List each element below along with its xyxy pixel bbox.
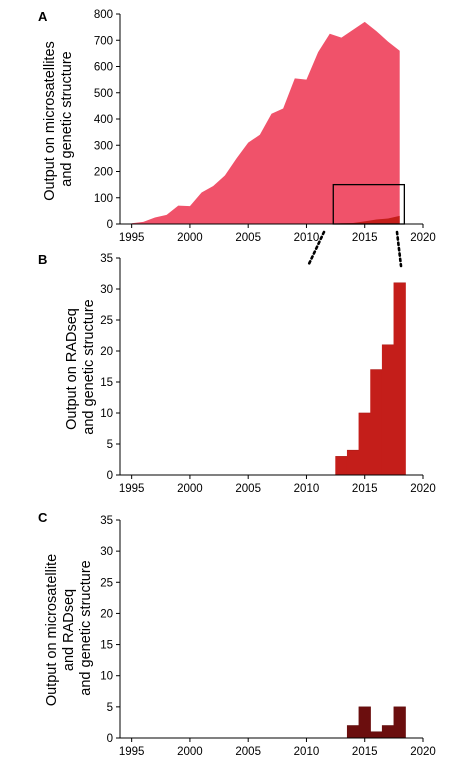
panel-a-plot: 0 100 200 300 400 500 600 700 800 1995 2000 2005 201… — [94, 9, 436, 244]
y-tick-label: 600 — [94, 62, 113, 74]
bar — [381, 344, 395, 476]
x-tick-label: 2010 — [294, 746, 320, 758]
panel-b-plot: 0 5 10 15 20 25 30 35 1995 2000 2005 2010 2015 2020 — [100, 253, 436, 495]
panel-letter-b: B — [38, 252, 47, 267]
panel-c-plot: 0 5 10 15 20 25 30 35 1995 2000 2005 2010 2015 2020 — [100, 515, 436, 758]
panel-c-ylabel-line-3: and genetic structure — [78, 560, 94, 695]
x-tick-label: 2015 — [352, 746, 378, 758]
x-tick-label: 2000 — [177, 483, 203, 495]
panel-a-ylabel-line-2: and genetic structure — [59, 51, 75, 186]
y-tick-label: 400 — [94, 114, 113, 126]
panel-c-ylabel-line-2: and RADseq — [61, 589, 77, 671]
panel-letter-c: C — [38, 510, 48, 525]
y-tick-label: 5 — [107, 439, 113, 451]
x-tick-label: 2000 — [177, 746, 203, 758]
x-tick-label: 2015 — [352, 232, 378, 244]
x-tick-label: 1995 — [119, 483, 145, 495]
bar — [370, 369, 383, 476]
panel-c-ylabel: Output on microsatellite and RADseq and … — [44, 550, 94, 706]
y-tick-label: 10 — [100, 408, 113, 420]
x-tick-label: 2010 — [294, 483, 320, 495]
panel-letter-a: A — [38, 9, 48, 24]
bar — [393, 282, 406, 476]
microsat-area — [131, 21, 400, 224]
bar — [381, 725, 395, 739]
panel-a: A Output on microsatellites and genetic … — [38, 9, 436, 244]
y-tick-label: 15 — [100, 377, 113, 389]
x-tick-label: 2020 — [410, 232, 436, 244]
x-tick-label: 2000 — [177, 232, 203, 244]
y-tick-label: 0 — [107, 733, 113, 745]
y-tick-label: 30 — [100, 546, 113, 558]
y-tick-label: 5 — [107, 702, 113, 714]
x-tick-label: 2015 — [352, 483, 378, 495]
panel-b: B Output on RADseq and genetic structure… — [38, 252, 436, 495]
y-tick-label: 700 — [94, 35, 113, 47]
zoom-connector-right — [395, 230, 403, 268]
y-tick-label: 35 — [100, 253, 113, 265]
zoom-connector — [306, 230, 403, 268]
y-tick-label: 25 — [100, 315, 113, 327]
x-tick-label: 2005 — [235, 232, 261, 244]
bar — [370, 731, 383, 739]
x-tick-label: 2005 — [235, 746, 261, 758]
y-tick-label: 15 — [100, 640, 113, 652]
y-tick-label: 500 — [94, 88, 113, 100]
y-tick-label: 20 — [100, 608, 113, 620]
x-tick-label: 1995 — [119, 232, 145, 244]
panel-c: C Output on microsatellite and RADseq an… — [38, 510, 436, 758]
x-tick-label: 2020 — [410, 483, 436, 495]
y-tick-label: 800 — [94, 9, 113, 21]
y-tick-label: 200 — [94, 167, 113, 179]
x-tick-label: 1995 — [119, 746, 145, 758]
bar — [393, 706, 406, 739]
x-tick-label: 2020 — [410, 746, 436, 758]
panel-a-ylabel-line-1: Output on microsatellites — [42, 41, 58, 201]
y-tick-label: 25 — [100, 577, 113, 589]
panel-b-ylabel: Output on RADseq and genetic structure — [64, 299, 97, 434]
y-tick-label: 30 — [100, 284, 113, 296]
bar — [335, 456, 348, 476]
bar — [358, 706, 371, 739]
bar — [346, 725, 360, 739]
bar — [346, 449, 360, 476]
panel-b-ylabel-line-2: and genetic structure — [81, 299, 97, 434]
x-tick-label: 2010 — [294, 232, 320, 244]
bar — [358, 412, 371, 476]
panel-b-ylabel-line-1: Output on RADseq — [64, 308, 80, 430]
panel-c-ylabel-line-1: Output on microsatellite — [44, 554, 60, 706]
y-tick-label: 0 — [107, 470, 113, 482]
y-tick-label: 300 — [94, 140, 113, 152]
y-tick-label: 20 — [100, 346, 113, 358]
y-tick-label: 35 — [100, 515, 113, 527]
y-tick-label: 100 — [94, 193, 113, 205]
radseq-area — [329, 215, 400, 224]
x-tick-label: 2005 — [235, 483, 261, 495]
y-tick-label: 0 — [107, 219, 113, 231]
zoom-connector-left — [306, 230, 326, 268]
y-tick-label: 10 — [100, 671, 113, 683]
panel-a-ylabel: Output on microsatellites and genetic st… — [42, 37, 75, 201]
